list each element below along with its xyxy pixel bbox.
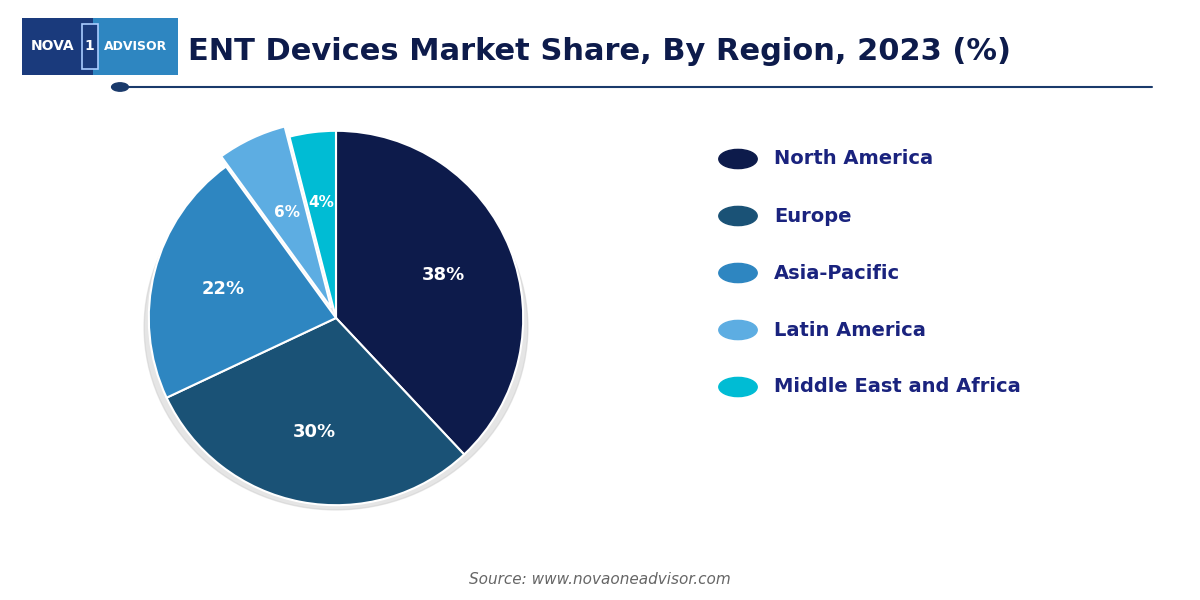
Text: 6%: 6% [274,205,300,220]
Text: Middle East and Africa: Middle East and Africa [774,377,1021,397]
Text: Europe: Europe [774,206,852,226]
Wedge shape [167,318,464,505]
FancyBboxPatch shape [22,18,178,75]
FancyBboxPatch shape [82,23,98,69]
Text: Source: www.novaoneadvisor.com: Source: www.novaoneadvisor.com [469,571,731,587]
Text: ENT Devices Market Share, By Region, 2023 (%): ENT Devices Market Share, By Region, 202… [188,37,1012,65]
Text: Asia-Pacific: Asia-Pacific [774,263,900,283]
Text: North America: North America [774,149,934,169]
Text: 1: 1 [84,40,95,53]
FancyBboxPatch shape [94,18,178,75]
Text: 22%: 22% [202,280,245,298]
Text: ADVISOR: ADVISOR [104,40,167,53]
Wedge shape [336,131,523,454]
Text: 4%: 4% [308,196,335,211]
Text: 38%: 38% [422,266,466,284]
Ellipse shape [144,145,528,510]
Text: Latin America: Latin America [774,320,926,340]
Wedge shape [289,131,336,318]
Text: 30%: 30% [293,423,336,441]
Wedge shape [221,127,331,308]
Text: NOVA: NOVA [31,40,74,53]
Wedge shape [149,167,336,398]
